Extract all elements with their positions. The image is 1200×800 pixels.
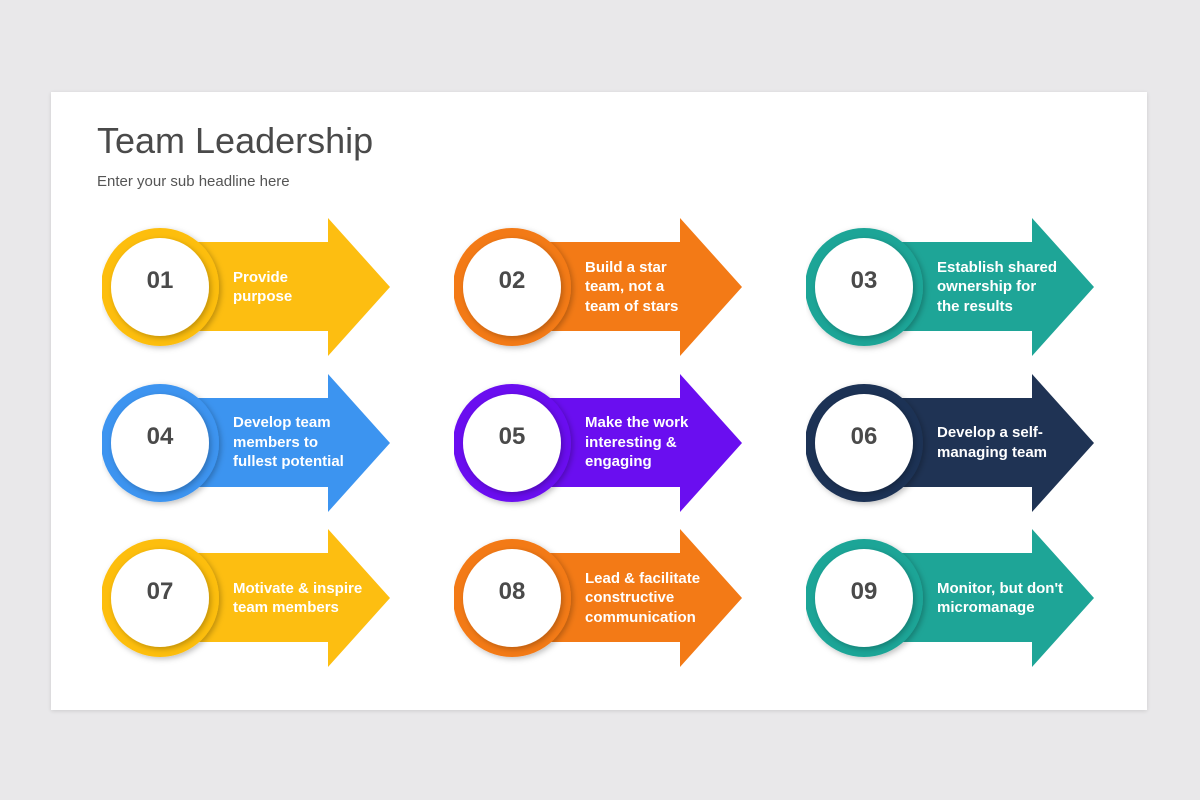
step-item: 05 Make the work interesting & engaging — [454, 373, 754, 513]
arrow-body — [896, 373, 1094, 512]
arrow-shape — [806, 529, 1094, 667]
arrow-shape — [102, 529, 390, 667]
page-title: Team Leadership — [97, 120, 374, 161]
arrow-shape — [454, 529, 742, 667]
arrow-body — [544, 218, 742, 356]
arrow-shape — [454, 218, 742, 356]
arrow-shape — [102, 373, 390, 512]
step-number: 04 — [146, 422, 174, 450]
step-item: 07 Motivate & inspire team members — [102, 528, 402, 668]
step-text: Build a star team, not a team of stars — [585, 258, 679, 315]
circle-inner — [815, 238, 913, 336]
step-text: Motivate & inspire team members — [233, 579, 363, 617]
step-number: 02 — [498, 267, 526, 294]
arrow-body — [544, 373, 742, 512]
step-item: 08 Lead & facilitate constructive communi… — [454, 528, 754, 668]
arrow-body — [192, 218, 390, 356]
step-text: Develop a self- managing team — [937, 424, 1048, 461]
step-item: 03 Establish shared ownership for the res… — [806, 217, 1106, 357]
circle-inner — [463, 238, 561, 336]
arrow-shape — [806, 218, 1094, 356]
arrow-body — [192, 529, 390, 667]
arrow-body — [544, 529, 742, 667]
circle-inner — [111, 393, 209, 492]
step-number: 03 — [850, 267, 878, 294]
circle-inner — [463, 393, 561, 492]
step-number: 08 — [498, 578, 526, 605]
circle-inner — [111, 238, 209, 336]
step-item: 04 Develop team members to fullest potent… — [102, 373, 402, 513]
arrow-body — [192, 373, 390, 512]
step-number: 01 — [146, 267, 174, 294]
step-text: Make the work interesting & engaging — [585, 414, 689, 471]
arrow-shape — [102, 218, 390, 356]
step-number: 05 — [498, 422, 526, 450]
arrow-shape — [454, 373, 742, 512]
circle-inner — [815, 549, 913, 647]
step-text: Establish shared ownership for the resul… — [937, 258, 1058, 315]
step-text: Provide purpose — [233, 268, 293, 306]
step-item: 09 Monitor, but don't micromanage — [806, 528, 1106, 668]
arrow-body — [896, 529, 1094, 667]
circle-inner — [463, 549, 561, 647]
subtitle: Enter your sub headline here — [97, 173, 290, 190]
step-text: Develop team members to fullest potentia… — [233, 414, 344, 471]
step-item: 02 Build a star team, not a team of stars — [454, 217, 754, 357]
step-text: Lead & facilitate constructive communica… — [585, 569, 701, 626]
arrow-body — [896, 218, 1094, 356]
circle-inner — [111, 549, 209, 647]
step-number: 06 — [850, 422, 878, 450]
step-item: 06 Develop a self- managing team — [806, 373, 1106, 513]
step-number: 07 — [146, 578, 174, 605]
arrow-shape — [806, 373, 1094, 512]
step-text: Monitor, but don't micromanage — [937, 579, 1064, 617]
step-item: 01 Provide purpose — [102, 217, 402, 357]
circle-inner — [815, 393, 913, 492]
step-number: 09 — [850, 578, 878, 605]
